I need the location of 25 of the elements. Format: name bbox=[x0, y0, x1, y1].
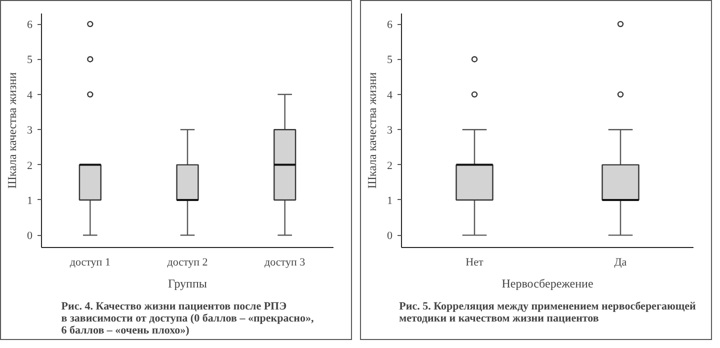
y-tick-label: 6 bbox=[387, 19, 393, 32]
text: Рис. 5. Корреляция между применением нервосберегающей методики и качеством жизни пациентов bbox=[399, 300, 697, 324]
y-tick-label: 0 bbox=[387, 230, 393, 242]
y-tick-label: 3 bbox=[387, 124, 393, 137]
y-tick-label: 1 bbox=[387, 194, 392, 207]
x-axis-title: Нервосбережение bbox=[502, 276, 594, 290]
y-tick-label: 5 bbox=[27, 54, 33, 66]
y-tick-label: 0 bbox=[27, 230, 33, 242]
x-tick-label: Да bbox=[614, 256, 627, 268]
text: Рис. 4. Качество жизни пациентов после РПЭ в зависимости от доступа (0 баллов – «прекрасно», 6 баллов – «очень плохо») bbox=[61, 300, 314, 336]
x-axis-title: Группы bbox=[168, 276, 207, 290]
y-tick-label: 5 bbox=[387, 54, 393, 66]
y-axis-title: Шкала качества жизни bbox=[5, 72, 19, 189]
y-tick-label: 2 bbox=[387, 160, 392, 172]
y-tick-label: 3 bbox=[27, 124, 33, 137]
y-tick-label: 6 bbox=[27, 19, 33, 32]
x-tick-label: доступ 1 bbox=[70, 256, 110, 268]
x-tick-label: доступ 2 bbox=[167, 256, 208, 268]
y-tick-label: 1 bbox=[27, 194, 32, 207]
y-tick-label: 2 bbox=[27, 160, 32, 172]
y-tick-label: 4 bbox=[387, 89, 393, 102]
y-axis-title: Шкала качества жизни bbox=[365, 72, 379, 189]
x-tick-label: доступ 3 bbox=[264, 256, 306, 268]
y-tick-label: 4 bbox=[27, 89, 33, 102]
x-tick-label: Нет bbox=[466, 256, 484, 268]
